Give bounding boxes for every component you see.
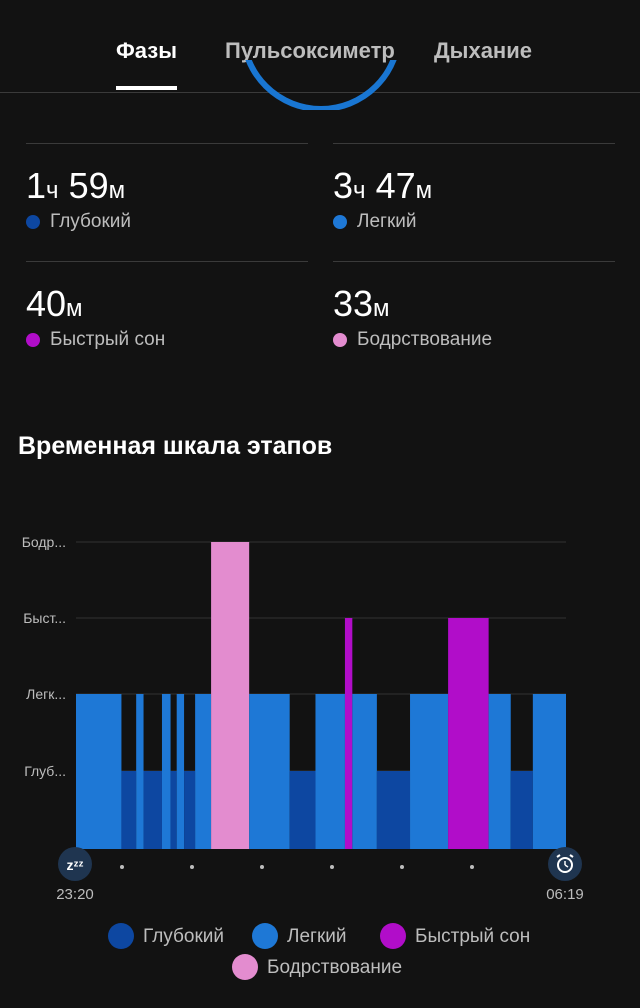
stat-deep-label: Глубокий bbox=[50, 211, 132, 232]
stage-segment-deep bbox=[289, 771, 316, 849]
stage-segment-awake bbox=[211, 542, 250, 849]
stage-segment-light bbox=[410, 694, 449, 849]
axis-dot bbox=[190, 865, 194, 869]
stat-awake-value: 33м bbox=[333, 283, 390, 324]
y-tick-label: Бодр... bbox=[22, 534, 66, 550]
x-end-label: 06:19 bbox=[546, 886, 584, 903]
alarm-clock-bell bbox=[569, 854, 574, 858]
sleep-zzz-icon bbox=[58, 847, 92, 881]
sleep-zzz-icon-glyph: zᶻᶻ bbox=[66, 857, 83, 873]
alarm-clock-bell bbox=[556, 854, 561, 858]
stat-rem-value: 40м bbox=[26, 283, 83, 324]
axis-dot bbox=[120, 865, 124, 869]
y-tick-label: Глуб... bbox=[24, 763, 66, 779]
stage-segment-light bbox=[352, 694, 377, 849]
stat-light-value: 3ч 47м bbox=[333, 165, 433, 206]
stage-segment-rem bbox=[344, 618, 353, 849]
tab-breathing[interactable]: Дыхание bbox=[434, 38, 532, 63]
stat-light-label: Легкий bbox=[357, 211, 417, 232]
stage-timeline-chart: Глуб... Легк... Быст... Бодр... zᶻᶻ 23:20 06:1… bbox=[22, 534, 584, 903]
section-title: Временная шкала этапов bbox=[18, 432, 333, 460]
alarm-clock-face bbox=[557, 857, 573, 873]
y-tick-label: Быст... bbox=[23, 610, 66, 626]
sleep-score-arc bbox=[240, 60, 400, 110]
stat-awake-label: Бодрствование bbox=[357, 329, 493, 350]
stage-segment-light bbox=[315, 694, 345, 849]
tab-bar: Фазы Пульсоксиметр Дыхание bbox=[0, 0, 640, 93]
axis-dot bbox=[470, 865, 474, 869]
stage-segment-light bbox=[136, 694, 144, 849]
awake-color-dot bbox=[333, 333, 347, 347]
stage-segment-deep bbox=[143, 771, 162, 849]
deep-color-dot bbox=[26, 215, 40, 229]
stage-segment-deep bbox=[170, 771, 177, 849]
stage-segment-deep bbox=[376, 771, 411, 849]
tab-pulse-oximeter[interactable]: Пульсоксиметр bbox=[225, 38, 395, 63]
stage-segment-light bbox=[76, 694, 122, 849]
stat-deep-value: 1ч 59м bbox=[26, 165, 126, 206]
stage-segment-light bbox=[488, 694, 511, 849]
stage-segment-rem bbox=[448, 618, 489, 849]
stage-segment-deep bbox=[184, 771, 196, 849]
axis-dot bbox=[260, 865, 264, 869]
light-color-dot bbox=[333, 215, 347, 229]
stage-segment-light bbox=[195, 694, 212, 849]
stage-segment-light bbox=[176, 694, 185, 849]
stage-segment-light bbox=[532, 694, 566, 849]
stage-segment-light bbox=[249, 694, 290, 849]
alarm-clock-hand bbox=[564, 864, 569, 868]
stat-rem-label: Быстрый сон bbox=[50, 329, 166, 350]
axis-dot bbox=[330, 865, 334, 869]
x-start-label: 23:20 bbox=[56, 886, 94, 903]
active-tab-indicator bbox=[116, 86, 177, 90]
tab-phases[interactable]: Фазы bbox=[116, 38, 178, 63]
stage-segment-light bbox=[161, 694, 171, 849]
stage-segment-deep bbox=[510, 771, 533, 849]
axis-dot bbox=[400, 865, 404, 869]
stage-segment-deep bbox=[121, 771, 137, 849]
y-tick-label: Легк... bbox=[26, 686, 66, 702]
rem-color-dot bbox=[26, 333, 40, 347]
